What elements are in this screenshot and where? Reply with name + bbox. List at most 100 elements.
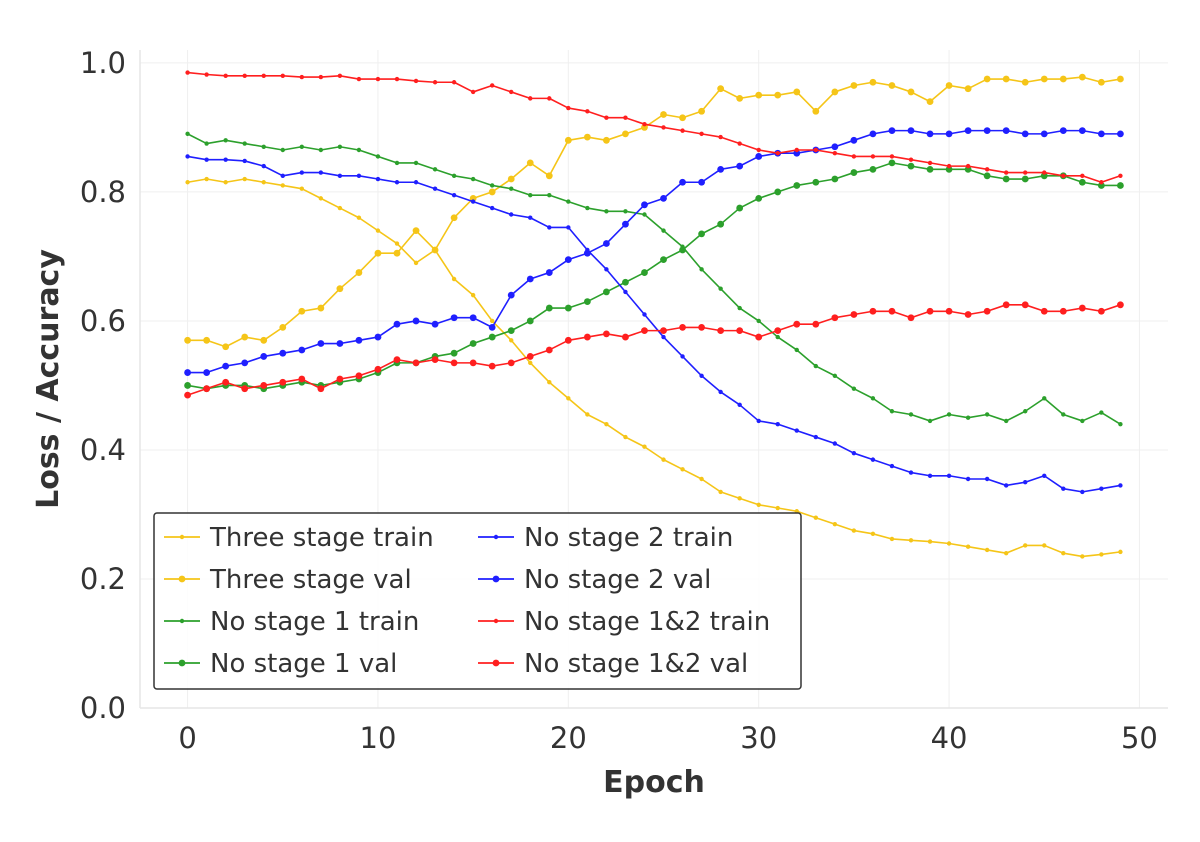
data-point [412,359,420,367]
data-point [680,128,685,133]
data-point [794,147,799,153]
legend-item: No stage 1 val [164,649,397,679]
data-point [888,82,896,89]
legend-label: No stage 1 train [210,607,419,637]
data-point [507,359,515,367]
data-point [641,269,648,276]
data-point [945,165,953,173]
data-point [1061,486,1066,491]
series-line [187,71,1121,184]
data-point [375,228,381,233]
data-point [1099,180,1104,185]
data-point [585,412,590,417]
data-point [641,124,648,131]
data-point [774,91,782,99]
data-point [1040,130,1048,138]
legend-marker-swatch [178,659,186,667]
data-point [622,220,629,228]
data-point [336,285,344,293]
data-point [737,402,742,408]
data-point [642,312,647,317]
data-point [528,215,533,220]
data-point [356,215,362,220]
data-point [604,267,609,272]
data-point [926,307,934,315]
data-point [983,75,991,83]
data-point [222,362,230,370]
data-point [927,160,933,166]
data-point [260,382,268,389]
data-point [945,307,953,315]
data-point [679,323,686,331]
data-point [794,428,799,433]
data-point [298,307,306,315]
data-point [507,291,515,299]
data-point [204,141,209,146]
legend-marker-swatch [492,659,500,667]
data-point [831,314,839,322]
data-point [1099,552,1104,557]
data-point [679,178,686,186]
data-point [775,151,780,156]
data-point [336,375,344,383]
data-point [623,209,628,214]
legend-item: Three stage train [164,523,434,553]
data-point [393,249,401,257]
data-point [470,89,476,95]
data-point [851,450,857,456]
data-point [889,409,895,414]
data-point [603,288,610,296]
data-point [489,205,495,211]
series-5 [184,127,1124,376]
data-point [756,318,761,324]
data-point [1003,483,1009,488]
data-point [888,307,896,315]
data-point [755,153,763,160]
data-point [1118,549,1123,555]
data-point [298,346,306,354]
data-point [337,173,343,178]
data-point [793,149,801,157]
data-point [528,96,533,101]
data-point [1003,418,1009,424]
data-point [698,230,705,238]
data-point [1021,78,1029,86]
data-point [869,307,877,315]
data-point [623,115,628,120]
data-point [526,275,534,283]
data-point [737,141,742,146]
y-tick-label: 0.8 [80,175,126,209]
data-point [1080,554,1085,559]
data-point [964,127,972,135]
data-point [794,347,799,353]
series-4 [185,154,1123,495]
data-point [412,317,420,325]
series-7 [184,301,1124,399]
data-point [356,76,362,82]
data-point [983,172,991,180]
data-point [509,338,514,343]
data-point [736,204,744,212]
data-point [679,246,686,254]
legend-item: No stage 2 val [478,565,711,595]
data-point [774,327,782,335]
data-point [337,144,343,149]
data-point [280,147,285,153]
data-point [1003,550,1009,556]
data-point [927,539,933,544]
data-point [413,180,419,185]
data-point [1117,75,1124,83]
data-point [850,82,858,89]
x-tick-label: 0 [178,721,196,755]
data-point [775,421,780,427]
data-point [1078,178,1086,186]
data-point [812,320,820,328]
data-point [1042,170,1047,175]
data-point [983,307,991,315]
data-point [528,360,533,366]
legend-label: No stage 2 train [524,523,733,553]
data-point [185,154,190,159]
data-point [204,72,209,77]
data-point [260,353,268,360]
data-point [394,76,400,82]
